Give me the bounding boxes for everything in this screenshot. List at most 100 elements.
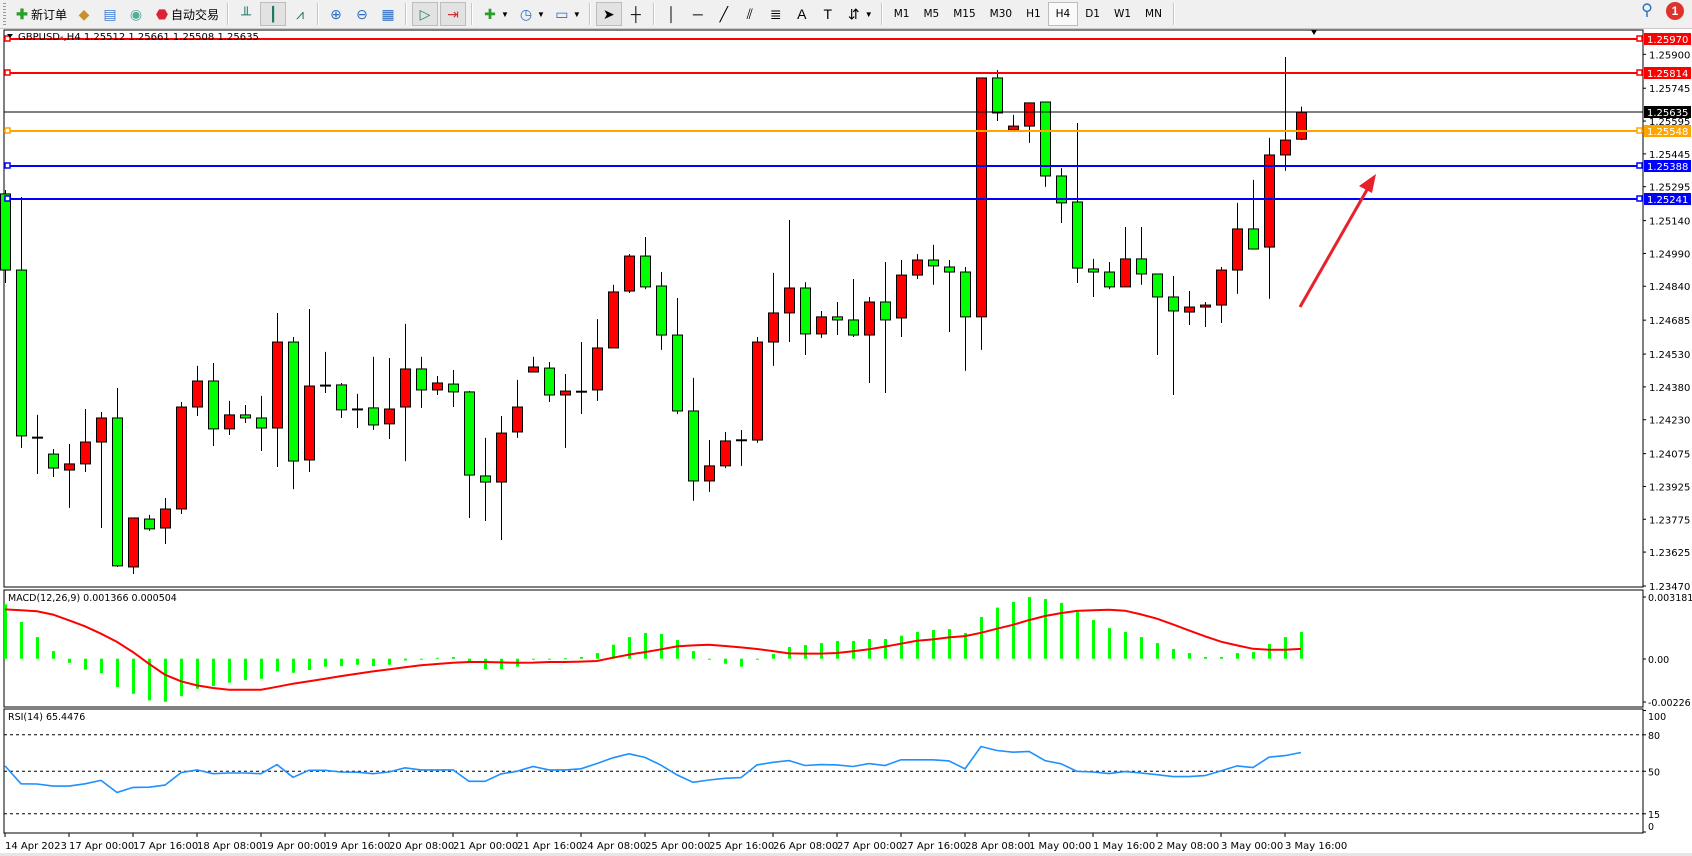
horizontal-price-line[interactable]: 1.25970	[4, 33, 1691, 46]
vertical-line-button[interactable]: │	[660, 2, 684, 26]
timeframe-mn[interactable]: MN	[1145, 8, 1162, 20]
candle[interactable]	[864, 296, 875, 383]
signal-button[interactable]: ◉	[124, 2, 148, 26]
notification-badge[interactable]: 1	[1666, 2, 1684, 20]
candle[interactable]	[896, 259, 907, 338]
candle[interactable]	[368, 356, 379, 430]
timeframe-d1[interactable]: D1	[1085, 8, 1100, 20]
gold-button[interactable]: ◆	[72, 2, 96, 26]
candle[interactable]	[992, 70, 1003, 122]
candle[interactable]	[128, 517, 139, 574]
candle[interactable]	[816, 310, 827, 338]
line-handle-icon[interactable]	[1636, 162, 1643, 169]
candle[interactable]	[352, 393, 363, 429]
candle[interactable]	[1184, 291, 1195, 325]
candle[interactable]	[512, 379, 523, 438]
candle[interactable]	[1168, 275, 1179, 395]
fibonacci-button[interactable]: ≣	[764, 2, 788, 26]
candle[interactable]	[400, 323, 411, 462]
candle[interactable]	[224, 400, 235, 436]
candle[interactable]	[736, 429, 747, 466]
horizontal-line-button[interactable]: ─	[686, 2, 710, 26]
new-order-button[interactable]: ✚ 新订单	[10, 2, 70, 26]
candle[interactable]	[1280, 56, 1291, 171]
timeframe-m1[interactable]: M1	[893, 8, 910, 20]
candle[interactable]	[1200, 301, 1211, 327]
candle[interactable]	[1232, 202, 1243, 294]
candle[interactable]	[464, 391, 475, 518]
line-handle-icon[interactable]	[4, 127, 11, 134]
timeframe-m5[interactable]: M5	[923, 8, 940, 20]
candle[interactable]	[832, 301, 843, 336]
crosshair-button[interactable]: ┼	[624, 2, 648, 26]
chart-shift-button[interactable]: ⇥	[440, 2, 467, 26]
timeframe-h4[interactable]: H4	[1047, 2, 1079, 26]
candle[interactable]	[752, 337, 763, 443]
candle[interactable]	[576, 342, 587, 415]
cursor-button[interactable]: ➤	[595, 2, 622, 26]
candle[interactable]	[112, 387, 123, 567]
candle[interactable]	[208, 363, 219, 446]
candle[interactable]	[640, 237, 651, 290]
candle[interactable]	[0, 189, 11, 283]
candle[interactable]	[768, 272, 779, 366]
line-handle-icon[interactable]	[1636, 127, 1643, 134]
line-chart-button[interactable]: ⩘	[288, 2, 312, 26]
tile-windows-button[interactable]: ▦	[376, 2, 400, 26]
market-watch-button[interactable]: ▤	[98, 2, 122, 26]
templates-button[interactable]: ▭ ▼	[550, 2, 584, 26]
timeframe-h1[interactable]: H1	[1026, 8, 1041, 20]
candle[interactable]	[1072, 123, 1083, 283]
candle[interactable]	[960, 266, 971, 371]
equidistant-channel-button[interactable]: ⫽	[738, 2, 762, 26]
collapse-triangle-icon[interactable]	[7, 34, 13, 38]
line-handle-icon[interactable]	[4, 69, 11, 76]
candle[interactable]	[448, 370, 459, 408]
chart-shift-marker-icon[interactable]	[1311, 30, 1317, 35]
candle[interactable]	[1088, 258, 1099, 297]
candle[interactable]	[1216, 266, 1227, 324]
candle[interactable]	[96, 412, 107, 529]
candle[interactable]	[688, 377, 699, 501]
line-handle-icon[interactable]	[1636, 35, 1643, 42]
candle[interactable]	[1104, 261, 1115, 290]
candle[interactable]	[976, 77, 987, 350]
candle[interactable]	[1056, 168, 1067, 224]
candle[interactable]	[912, 254, 923, 280]
candle[interactable]	[1264, 137, 1275, 299]
text-button[interactable]: A	[790, 2, 814, 26]
horizontal-price-line[interactable]: 1.25241	[4, 193, 1691, 206]
periods-button[interactable]: ◷ ▼	[514, 2, 548, 26]
candle[interactable]	[608, 284, 619, 349]
zoom-out-button[interactable]: ⊖	[350, 2, 374, 26]
candle[interactable]	[1024, 102, 1035, 143]
candle[interactable]	[32, 414, 43, 474]
candle[interactable]	[528, 356, 539, 373]
candle[interactable]	[1248, 179, 1259, 250]
candle[interactable]	[304, 308, 315, 473]
candle[interactable]	[1136, 226, 1147, 285]
indicators-button[interactable]: ✚ ▼	[478, 2, 512, 26]
auto-scroll-button[interactable]: ▷	[412, 2, 439, 26]
candle[interactable]	[432, 375, 443, 395]
horizontal-price-line[interactable]: 1.25814	[4, 67, 1691, 80]
candle[interactable]	[592, 319, 603, 401]
candle[interactable]	[672, 298, 683, 415]
line-handle-icon[interactable]	[1636, 195, 1643, 202]
candle[interactable]	[1040, 101, 1051, 187]
trendline-button[interactable]: ╱	[712, 2, 736, 26]
line-handle-icon[interactable]	[4, 195, 11, 202]
candle[interactable]	[416, 356, 427, 408]
candle[interactable]	[560, 373, 571, 448]
candle[interactable]	[160, 498, 171, 544]
candle[interactable]	[800, 282, 811, 355]
text-label-button[interactable]: T	[816, 2, 840, 26]
candle[interactable]	[1152, 273, 1163, 355]
candle[interactable]	[880, 261, 891, 394]
timeframe-m30[interactable]: M30	[989, 8, 1013, 20]
candle[interactable]	[544, 361, 555, 402]
candle[interactable]	[704, 440, 715, 492]
auto-trading-button[interactable]: ⬣ 自动交易	[150, 2, 222, 26]
bar-chart-button[interactable]: ╨	[234, 2, 258, 26]
